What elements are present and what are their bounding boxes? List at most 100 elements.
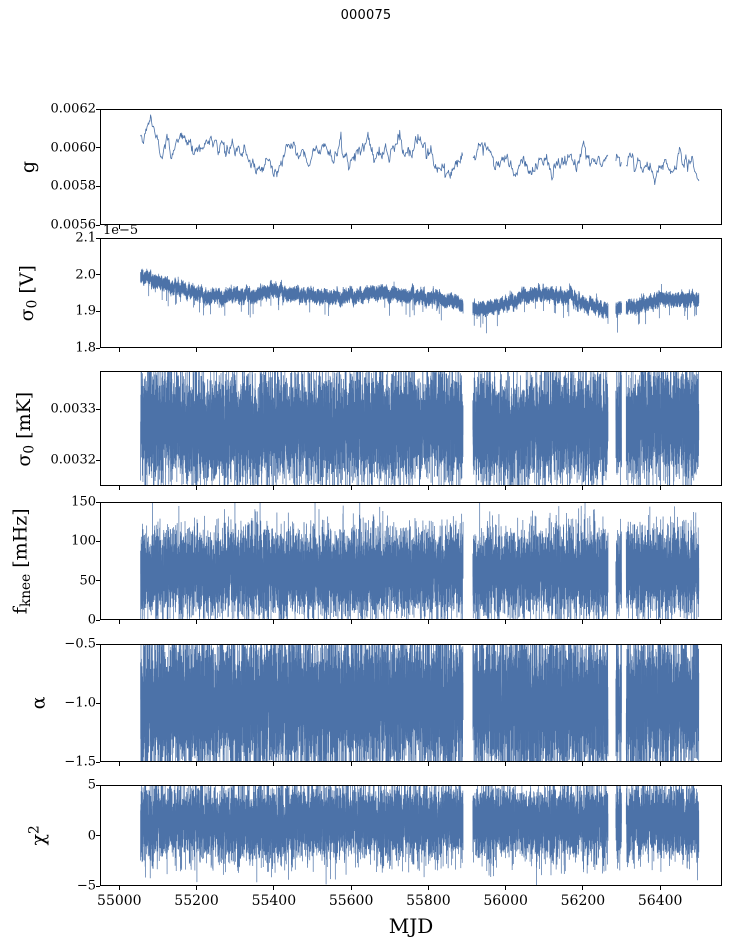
y-tick-label-gain-1: 0.0058 [50, 178, 97, 194]
y-tick-label-gain-3: 0.0062 [50, 101, 97, 117]
x-axis-label: MJD [388, 914, 434, 938]
x-tickmark-2-1 [196, 486, 198, 490]
x-tick-label-2: 55400 [251, 893, 297, 909]
x-tickmark-2-5 [505, 486, 507, 490]
plot-area-gain [100, 109, 722, 225]
y-tickmark-sigma0_volt-3 [96, 237, 100, 239]
y-tickmark-alpha-0 [96, 643, 100, 645]
x-tickmark-0-4 [427, 225, 429, 229]
y-tick-label-chi2-0: −5 [76, 878, 96, 894]
x-tickmark-1-7 [659, 348, 661, 352]
axis-frame-fknee [100, 502, 722, 620]
y-tick-label-sigma0_mk-0: 0.0032 [50, 452, 97, 468]
y-axis-label-gain: g [17, 160, 40, 174]
y-tickmark-fknee-0 [96, 619, 100, 621]
x-tickmark-1-5 [505, 348, 507, 352]
panel-chi2 [100, 785, 722, 886]
panel-gain [100, 109, 722, 225]
y-tick-label-fknee-1: 50 [79, 573, 96, 589]
y-tick-label-fknee-0: 0 [87, 612, 96, 628]
x-tick-label-5: 56000 [483, 893, 528, 909]
x-tickmark-4-3 [350, 762, 352, 766]
panel-sigma0-volt [100, 238, 722, 348]
plot-area-sigma0_volt [100, 238, 722, 348]
y-tickmark-chi2-0 [96, 885, 100, 887]
panel-sigma0-mk [100, 371, 722, 486]
x-tickmark-0-2 [273, 225, 275, 229]
y-tickmark-sigma0_mk-1 [96, 408, 100, 410]
axis-frame-alpha [100, 644, 722, 762]
y-tick-label-sigma0_mk-1: 0.0033 [50, 401, 97, 417]
y-axis-offset-text-sigma0_volt: 1e−5 [103, 223, 139, 238]
x-tickmark-4-5 [505, 762, 507, 766]
x-tick-label-7: 56400 [637, 893, 683, 909]
plot-area-sigma0_mk [100, 371, 722, 486]
plot-area-fknee [100, 502, 722, 620]
y-axis-label-sigma0_mk: σ0 [mK] [12, 391, 38, 467]
y-tickmark-sigma0_volt-0 [96, 347, 100, 349]
x-tick-label-3: 55600 [328, 893, 374, 909]
y-tickmark-alpha-1 [96, 702, 100, 704]
y-axis-label-sigma0_volt: σ0 [V] [15, 265, 41, 322]
y-tickmark-gain-2 [96, 147, 100, 149]
x-tickmark-5-7 [659, 886, 661, 890]
y-tick-label-fknee-3: 150 [71, 494, 96, 510]
x-tickmark-0-5 [505, 225, 507, 229]
x-tick-label-1: 55200 [174, 893, 219, 909]
y-tickmark-chi2-2 [96, 784, 100, 786]
x-tickmark-0-3 [350, 225, 352, 229]
data-series-alpha [140, 644, 700, 762]
x-tickmark-3-0 [118, 620, 120, 624]
x-tickmark-3-2 [273, 620, 275, 624]
x-tickmark-4-2 [273, 762, 275, 766]
x-tickmark-0-1 [196, 225, 198, 229]
y-tickmark-sigma0_volt-2 [96, 274, 100, 276]
y-tick-label-chi2-2: 5 [87, 777, 96, 793]
x-tickmark-1-4 [427, 348, 429, 352]
y-tickmark-fknee-1 [96, 580, 100, 582]
x-tickmark-1-1 [196, 348, 198, 352]
x-tickmark-2-3 [350, 486, 352, 490]
axis-frame-gain [100, 109, 722, 225]
x-tickmark-5-0 [118, 886, 120, 890]
x-tickmark-2-2 [273, 486, 275, 490]
x-tickmark-5-6 [582, 886, 584, 890]
y-tickmark-sigma0_mk-0 [96, 459, 100, 461]
data-series-sigma0_mk [140, 371, 700, 486]
y-tick-label-gain-0: 0.0056 [50, 217, 97, 233]
y-tickmark-fknee-3 [96, 501, 100, 503]
x-tickmark-5-1 [196, 886, 198, 890]
y-tick-label-alpha-0: −0.5 [64, 636, 96, 652]
data-series-chi2 [140, 785, 700, 886]
x-tickmark-4-6 [582, 762, 584, 766]
y-axis-label-chi2: χ2 [26, 825, 50, 846]
y-tick-label-sigma0_volt-2: 2.0 [75, 267, 96, 283]
y-tick-label-alpha-2: −1.5 [64, 754, 96, 770]
x-tickmark-5-4 [427, 886, 429, 890]
y-tickmark-gain-0 [96, 224, 100, 226]
x-tick-label-4: 55800 [406, 893, 451, 909]
y-tickmark-sigma0_volt-1 [96, 310, 100, 312]
x-tick-label-6: 56200 [560, 893, 606, 909]
x-tickmark-1-3 [350, 348, 352, 352]
x-tickmark-3-1 [196, 620, 198, 624]
x-tickmark-0-6 [582, 225, 584, 229]
y-tick-label-fknee-2: 100 [71, 533, 96, 549]
x-tickmark-1-0 [118, 348, 120, 352]
data-series-fknee [140, 502, 700, 620]
y-tick-label-gain-2: 0.0060 [50, 140, 97, 156]
x-tickmark-2-0 [118, 486, 120, 490]
x-tickmark-1-2 [273, 348, 275, 352]
y-axis-label-alpha: α [26, 696, 49, 710]
plot-area-alpha [100, 644, 722, 762]
y-tick-label-sigma0_volt-3: 2.1 [75, 230, 96, 246]
y-tick-label-alpha-1: −1.0 [64, 695, 96, 711]
y-tick-label-chi2-1: 0 [87, 828, 96, 843]
data-series-sigma0_volt [140, 268, 700, 334]
y-tickmark-chi2-1 [96, 835, 100, 836]
x-tickmark-4-7 [659, 762, 661, 766]
data-series-gain [140, 114, 700, 186]
x-tick-label-0: 55000 [97, 893, 142, 909]
x-tickmark-5-2 [273, 886, 275, 890]
x-tickmark-3-7 [659, 620, 661, 624]
